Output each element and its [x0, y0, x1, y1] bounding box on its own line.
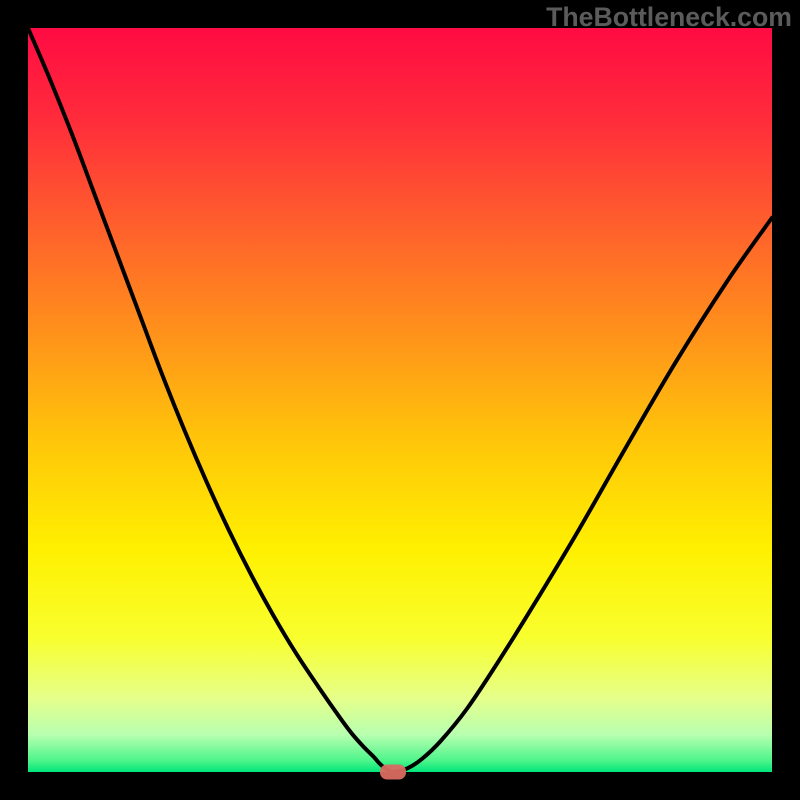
- watermark-text: TheBottleneck.com: [546, 2, 792, 33]
- chart-frame: TheBottleneck.com: [0, 0, 800, 800]
- bottleneck-curve: [28, 28, 772, 772]
- optimum-marker: [380, 765, 406, 780]
- plot-area: [28, 28, 772, 772]
